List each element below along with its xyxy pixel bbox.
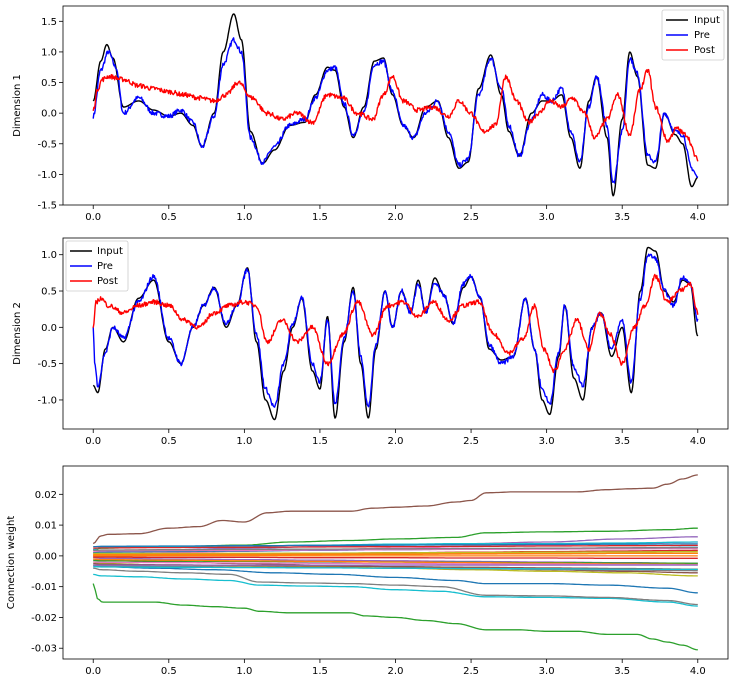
x-tick-label: 0.0 (85, 212, 101, 223)
legend-label-input: Input (694, 15, 720, 26)
y-tick-label: -0.01 (31, 582, 57, 593)
x-tick-label: 4.0 (690, 436, 706, 447)
y-tick-label: 0.5 (41, 287, 57, 298)
x-tick-label: 0.5 (161, 436, 177, 447)
legend-label-post: Post (694, 45, 715, 56)
x-tick-label: 2.0 (388, 436, 404, 447)
x-tick-label: 1.0 (236, 666, 252, 677)
series-line-pre (92, 37, 699, 184)
y-tick-label: 0.00 (35, 551, 57, 562)
x-tick-label: 2.0 (388, 666, 404, 677)
x-tick-label: 4.0 (690, 212, 706, 223)
series-line-weight-0 (92, 474, 698, 545)
series-line-weight-23 (93, 543, 698, 548)
series-line-post (92, 273, 699, 374)
y-tick-label: 0.02 (35, 490, 57, 501)
series-line-weight-25 (93, 546, 698, 551)
y-tick-label: -0.5 (37, 359, 57, 370)
legend-label-post: Post (97, 276, 118, 287)
series-line-weight-2 (93, 573, 698, 607)
x-tick-label: 0.0 (85, 436, 101, 447)
dimension-2-panel: -1.0 -0.5 0.0 0.5 1.0 0.0 0.5 1.0 1.5 2.0 2.5 3.0 3… (12, 237, 729, 447)
y-tick-label: 0.01 (35, 521, 57, 532)
y-tick-label: 1.0 (41, 250, 57, 261)
x-tick-label: 2.5 (463, 666, 479, 677)
y-tick-label: -1.0 (37, 170, 57, 181)
ylabel: Dimension 2 (12, 302, 23, 365)
x-tick-label: 3.5 (614, 212, 630, 223)
series-line-post (92, 68, 699, 162)
y-tick-label: -1.0 (37, 395, 57, 406)
x-tick-label: 0.5 (161, 212, 177, 223)
x-tick-label: 2.0 (388, 212, 404, 223)
x-tick-label: 1.5 (312, 666, 328, 677)
legend-label-input: Input (97, 246, 123, 257)
legend: Input Pre Post (661, 9, 725, 61)
series-line-weight-3 (93, 567, 698, 606)
y-tick-label: 0.0 (41, 323, 57, 334)
y-tick-label: 1.0 (41, 47, 57, 58)
x-tick-label: 3.5 (614, 436, 630, 447)
y-tick-label: -0.02 (31, 613, 57, 624)
x-tick-label: 4.0 (690, 666, 706, 677)
series-line-weight-30 (93, 556, 698, 559)
x-tick-label: 3.0 (539, 666, 555, 677)
x-tick-label: 1.5 (312, 436, 328, 447)
x-tick-label: 1.5 (312, 212, 328, 223)
series-line-weight-4 (93, 564, 698, 594)
legend-label-pre: Pre (694, 30, 710, 41)
dimension-1-panel: -1.5 -1.0 -0.5 0.0 0.5 1.0 1.5 0.0 0.5 1.0 1.5 2.0… (12, 5, 729, 223)
legend-label-pre: Pre (97, 261, 113, 272)
legend-box (65, 240, 129, 292)
series-line-weight-16 (93, 547, 698, 552)
series-line-weight-19 (93, 558, 698, 566)
series-line-weight-22 (93, 566, 698, 571)
y-tick-label: 0.5 (41, 78, 57, 89)
x-tick-label: 3.0 (539, 212, 555, 223)
x-tick-label: 0.0 (85, 666, 101, 677)
series-line-weight-20 (93, 544, 698, 549)
x-tick-label: 1.0 (236, 212, 252, 223)
series-line-weight-24 (93, 561, 698, 566)
connection-weight-panel: -0.03 -0.02 -0.01 0.00 0.01 0.02 0.0 0.5 1.0 1.5… (6, 465, 729, 677)
x-tick-label: 1.0 (236, 436, 252, 447)
y-tick-label: -1.5 (37, 201, 57, 212)
y-tick-label: 0.0 (41, 109, 57, 120)
ylabel: Connection weight (6, 516, 17, 610)
y-tick-label: -0.5 (37, 139, 57, 150)
series-line-weight-1 (92, 583, 698, 651)
y-tick-label: 1.5 (41, 17, 57, 28)
x-tick-label: 3.5 (614, 666, 630, 677)
x-tick-label: 2.5 (463, 436, 479, 447)
ylabel: Dimension 1 (12, 74, 23, 137)
series-line-weight-29 (93, 552, 698, 556)
x-tick-label: 2.5 (463, 212, 479, 223)
x-tick-label: 3.0 (539, 436, 555, 447)
y-tick-label: -0.03 (31, 644, 57, 655)
legend-box (661, 9, 725, 61)
legend: Input Pre Post (65, 240, 129, 292)
x-tick-label: 0.5 (161, 666, 177, 677)
